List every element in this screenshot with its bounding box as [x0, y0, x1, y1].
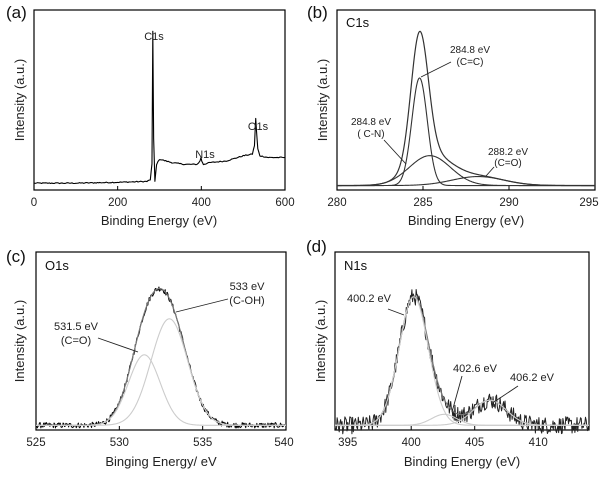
panel-c-coh-pointer — [175, 298, 229, 313]
panel-d-xtick-label: 410 — [529, 437, 548, 449]
panel-c-co-bond-label: (C=O) — [61, 335, 91, 347]
panel-c-x-axis: 525 530 535 540 — [26, 426, 294, 449]
panel-b-xtick-label: 280 — [327, 197, 346, 209]
panel-a-series — [33, 30, 286, 185]
fit-component-peak — [337, 176, 595, 187]
survey-spectrum-line — [33, 30, 286, 185]
panel-d-x-axis-label: Binding Energy (eV) — [404, 454, 520, 469]
panel-c-label: (c) — [6, 247, 26, 266]
panel-b-label: (b) — [307, 3, 328, 22]
fit-component-peak — [335, 399, 589, 426]
panel-c-coh-energy-label: 533 eV — [230, 281, 266, 293]
panel-d: (d) N1s 395 400 405 410 Binding Energy (… — [306, 237, 590, 469]
panel-a-c1s-label: C1s — [144, 31, 164, 43]
panel-a-xtick-label: 0 — [31, 197, 37, 209]
panel-b: (b) C1s 280 285 290 295 Binding Energy (… — [307, 3, 599, 228]
panel-b-x-axis: 280 285 290 295 — [327, 186, 599, 209]
panel-d-series — [334, 289, 590, 435]
panel-d-xtick-label: 405 — [465, 437, 484, 449]
panel-d-main-peak-pointer — [387, 308, 405, 316]
panel-b-xtick-label: 295 — [579, 197, 598, 209]
panel-c-xtick-label: 540 — [274, 437, 293, 449]
panel-c-x-axis-label: Binging Energy/ eV — [105, 454, 217, 469]
panel-b-x-axis-label: Binding Energy (eV) — [408, 213, 524, 228]
panel-a: (a) 0 200 400 600 Binding Energy (eV) In… — [6, 3, 295, 228]
panel-b-xtick-label: 290 — [499, 197, 518, 209]
panel-b-cc-pointer — [420, 61, 452, 78]
panel-c-xtick-label: 530 — [110, 437, 129, 449]
panel-d-y-axis-label: Intensity (a.u.) — [313, 300, 328, 382]
panel-a-n1s-label: N1s — [195, 149, 215, 161]
panel-a-xtick-label: 200 — [108, 197, 127, 209]
panel-c-y-axis-label: Intensity (a.u.) — [12, 300, 27, 382]
panel-a-xtick-label: 400 — [192, 197, 211, 209]
fit-component-peak — [36, 318, 286, 426]
panel-b-cc-energy-label: 284.8 eV — [450, 45, 490, 56]
panel-b-co-pointer — [485, 166, 495, 177]
panel-c-coh-bond-label: (C-OH) — [229, 295, 264, 307]
panel-d-mid-peak-label: 402.6 eV — [453, 363, 498, 375]
panel-c-series — [35, 286, 287, 429]
panel-c-xtick-label: 525 — [26, 437, 45, 449]
panel-d-high-peak-label: 406.2 eV — [510, 372, 555, 384]
panel-d-mid-peak-pointer — [451, 375, 463, 413]
panel-a-xtick-label: 600 — [275, 197, 294, 209]
panel-d-label: (d) — [306, 237, 327, 256]
panel-b-cc-bond-label: (C=C) — [457, 57, 484, 68]
panel-a-x-axis-label: Binding Energy (eV) — [101, 213, 217, 228]
panel-b-co-energy-label: 288.2 eV — [488, 147, 528, 158]
panel-c-xtick-label: 535 — [193, 437, 212, 449]
panel-b-xtick-label: 285 — [413, 197, 432, 209]
panel-d-title: N1s — [344, 258, 368, 273]
panel-a-label: (a) — [6, 3, 27, 22]
panel-b-y-axis-label: Intensity (a.u.) — [315, 59, 330, 141]
panel-a-y-axis-label: Intensity (a.u.) — [12, 59, 27, 141]
panel-b-co-bond-label: (C=O) — [494, 158, 522, 169]
panel-b-plot-frame — [336, 9, 596, 191]
panel-a-o1s-label: O1s — [248, 121, 269, 133]
panel-d-x-axis: 395 400 405 410 — [338, 426, 548, 449]
panel-a-plot-frame — [33, 9, 286, 191]
fit-envelope-line — [335, 295, 589, 426]
panel-d-main-peak-label: 400.2 eV — [347, 293, 392, 305]
panel-d-xtick-label: 395 — [338, 437, 357, 449]
panel-c-co-pointer — [97, 337, 139, 353]
panel-c-title: O1s — [45, 258, 69, 273]
panel-b-cn-bond-label: ( C-N) — [357, 129, 384, 140]
panel-c-co-energy-label: 531.5 eV — [54, 321, 99, 333]
panel-c-plot-frame — [35, 251, 287, 431]
fit-component-peak — [36, 354, 286, 426]
panel-d-xtick-label: 400 — [402, 437, 421, 449]
panel-b-cn-pointer — [383, 139, 407, 165]
panel-d-plot-frame — [334, 251, 590, 431]
panel-b-cn-energy-label: 284.8 eV — [351, 117, 391, 128]
panel-d-high-peak-pointer — [493, 385, 519, 403]
fit-envelope-line — [36, 287, 286, 426]
panel-b-series — [337, 30, 595, 187]
raw-spectrum-line — [35, 286, 287, 429]
panel-c: (c) O1s 525 530 535 540 Binging Energy/ … — [6, 247, 294, 469]
panel-a-x-axis: 0 200 400 600 — [31, 186, 295, 209]
fit-component-peak — [335, 296, 589, 426]
raw-spectrum-line — [334, 289, 590, 435]
panel-b-title: C1s — [346, 15, 370, 30]
